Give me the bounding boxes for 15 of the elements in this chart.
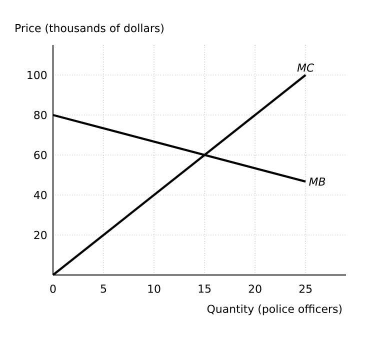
series-label: MC [297,64,314,72]
y-tick-label: 80 [34,110,47,120]
y-tick-label: 100 [28,70,47,80]
x-axis-title: Quantity (police officers) [207,304,342,316]
y-axis-title: Price (thousands of dollars) [16,24,164,34]
y-tick-label: 60 [34,150,47,160]
y-tick-label: 40 [34,190,47,200]
x-tick-label: 10 [148,284,160,293]
x-tick-label: 20 [248,284,262,293]
x-tick-label: 5 [100,284,106,293]
x-tick-label: 25 [299,284,312,293]
x-tick-label: 15 [198,284,211,293]
series-label: MB [309,178,326,186]
y-tick-label: 20 [34,230,47,240]
x-tick-label: 0 [50,284,56,293]
